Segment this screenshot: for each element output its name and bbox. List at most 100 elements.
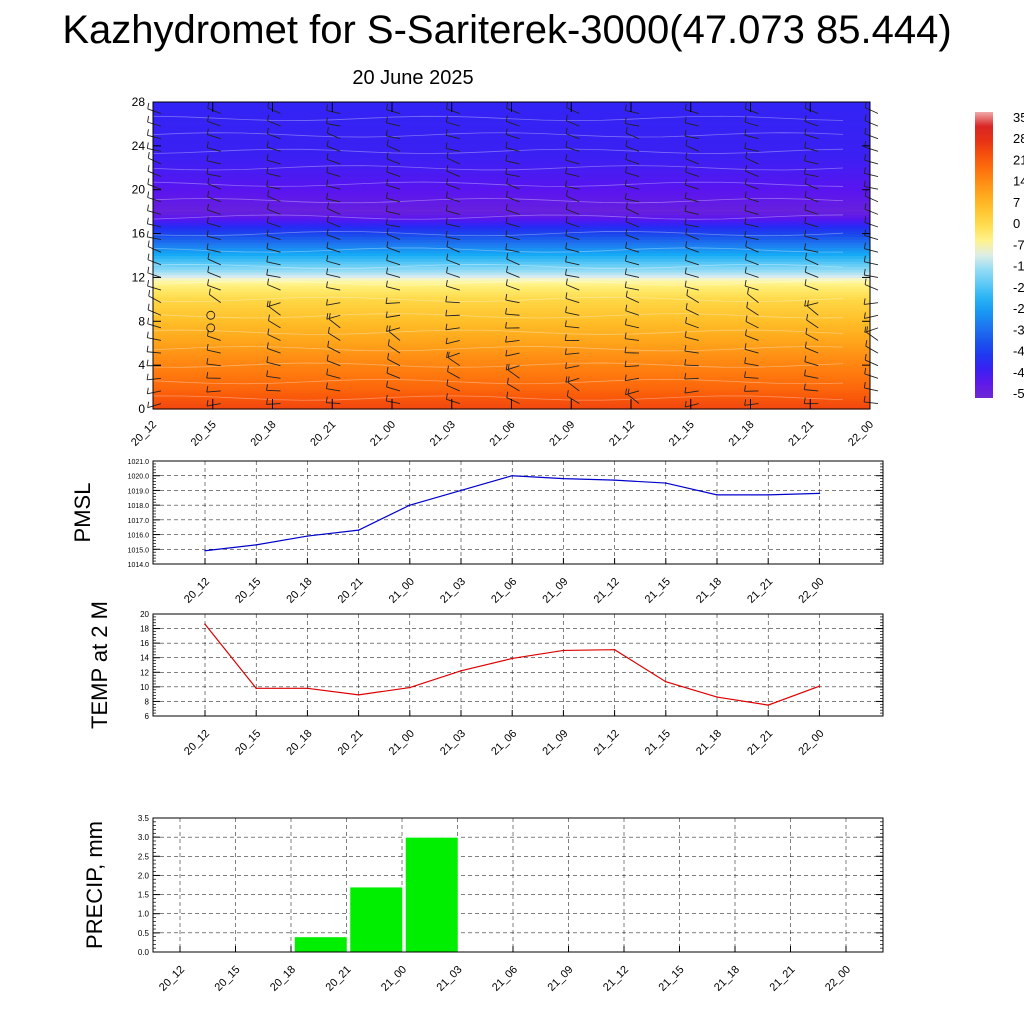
wind-barb-flag [744, 230, 747, 238]
wind-barb-flag [625, 228, 628, 235]
wind-barb-flag [744, 357, 747, 364]
x-tick-label: 20_18 [268, 964, 298, 994]
wind-barb-flag [206, 154, 209, 161]
wind-barb [804, 389, 819, 392]
wind-barb-flag [326, 228, 329, 235]
wind-barb [807, 305, 819, 316]
wind-barb-flag [684, 280, 687, 287]
wind-barb [864, 120, 879, 127]
heatmap-band [153, 321, 870, 325]
contour-line [152, 214, 844, 220]
temp-point [767, 704, 769, 706]
y-tick-label: 8 [145, 697, 150, 706]
wind-barb [148, 295, 162, 304]
wind-barb [206, 173, 221, 177]
colorbar-tick-label: -1 [1013, 259, 1024, 274]
wind-barb-flag [684, 386, 687, 394]
heatmap-band [153, 154, 870, 158]
wind-barb-flag [446, 178, 449, 185]
wind-barb [804, 134, 819, 140]
wind-barb-flag [267, 190, 270, 197]
wind-barb-flag [206, 399, 209, 407]
wind-barb [864, 159, 879, 165]
wind-barb-flag [268, 314, 270, 321]
wind-barb-flag [147, 152, 150, 159]
heatmap-band [153, 162, 870, 166]
wind-barb-flag [326, 215, 329, 222]
wind-barb-flag [385, 280, 388, 287]
wind-barb [326, 286, 341, 291]
wind-barb-flag [266, 342, 269, 349]
wind-barb [744, 403, 759, 406]
wind-barb [326, 388, 341, 392]
wind-barb [326, 198, 341, 203]
wind-barb [865, 359, 879, 367]
x-tick-label: 21_03 [438, 576, 468, 606]
wind-barb-flag [206, 357, 209, 365]
wind-barb-flag [266, 242, 269, 249]
heatmap-band [153, 310, 870, 314]
wind-barb [745, 246, 759, 253]
contour-line [152, 362, 844, 368]
y-tick-label: 1.5 [138, 891, 150, 900]
wind-barb-flag [745, 165, 748, 172]
wind-barb [327, 132, 341, 140]
x-tick-label: 20_18 [249, 419, 279, 449]
heatmap-band [153, 351, 870, 355]
wind-barb-flag [147, 240, 150, 247]
wind-barb-flag [385, 116, 388, 123]
wind-barb [207, 196, 221, 203]
wind-barb [506, 196, 520, 203]
x-tick-label: 21_21 [786, 419, 816, 449]
y-tick-label: 16 [132, 227, 146, 241]
wind-barb-flag [744, 204, 747, 211]
wind-barb [685, 259, 699, 266]
wind-barb-flag [206, 167, 209, 175]
wind-barb [447, 357, 461, 367]
wind-barb [625, 365, 640, 368]
y-tick-label: 10 [140, 683, 149, 692]
wind-barb [685, 197, 699, 203]
wind-barb [864, 401, 879, 404]
wind-barb-flag [147, 116, 150, 123]
heatmap-band [153, 304, 870, 309]
wind-barb [386, 135, 401, 140]
y-axis-label: PRECIP, mm [82, 821, 107, 949]
heatmap-band [153, 137, 870, 141]
wind-barb [744, 236, 759, 241]
wind-barb [864, 274, 879, 278]
wind-barb [744, 376, 759, 379]
wind-barb [386, 314, 401, 318]
wind-barb-flag [624, 332, 627, 339]
wind-barb-flag [804, 177, 807, 184]
heatmap-band [153, 296, 870, 300]
x-tick-label: 21_03 [428, 419, 458, 449]
wind-barb-flag [445, 116, 448, 123]
heatmap-band [153, 156, 870, 161]
wind-barb-flag [385, 311, 388, 318]
wind-barb-flag [685, 241, 688, 248]
wind-barb [446, 157, 460, 165]
wind-barb [625, 172, 640, 177]
y-tick-label: 14 [140, 654, 149, 663]
wind-barb-flag [326, 117, 328, 124]
precip-bar [349, 886, 404, 953]
wind-barb [565, 261, 580, 266]
pmsl-point [255, 544, 257, 546]
wind-barb-flag [386, 228, 389, 235]
wind-barb-flag [624, 268, 627, 275]
heatmap-band [153, 381, 870, 385]
wind-barb-flag [806, 313, 809, 321]
wind-barb-flag [624, 104, 627, 111]
wind-barb-flag [386, 366, 389, 374]
wind-barb [505, 352, 520, 357]
wind-barb [206, 349, 221, 354]
heatmap-band [153, 315, 870, 320]
x-tick-label: 21_06 [488, 419, 518, 449]
wind-barb-flag [864, 190, 867, 197]
wind-barb [864, 133, 879, 140]
wind-barb-flag [266, 398, 268, 405]
x-tick-label: 20_18 [284, 576, 314, 606]
wind-barb [804, 173, 819, 177]
heatmap-band [153, 211, 870, 215]
